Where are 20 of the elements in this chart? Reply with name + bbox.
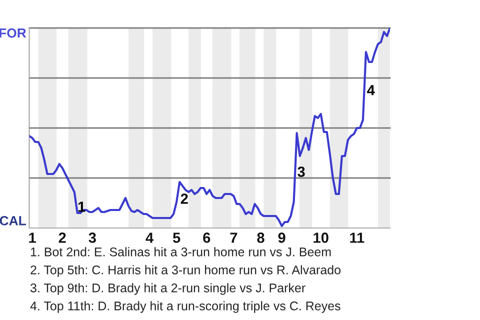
x-tick-label: 5 bbox=[172, 232, 180, 243]
x-tick-label: 8 bbox=[257, 232, 264, 243]
text: 2. Top 5th: C. Harris hit a 3-run home run vs R. Alvarado bbox=[30, 265, 341, 277]
text: 3. Top 9th: D. Brady hit a 2-run single vs J. Parker bbox=[30, 283, 306, 295]
annotation: 3 bbox=[298, 166, 305, 177]
x-tick-label: 6 bbox=[203, 232, 210, 243]
x-tick-label: 9 bbox=[278, 232, 286, 243]
x-tick-label: 1 bbox=[29, 232, 36, 243]
annotation: 2 bbox=[180, 194, 188, 204]
x-tick-label: 4 bbox=[146, 232, 154, 243]
text: CAL bbox=[0, 216, 26, 226]
annotation: 4 bbox=[367, 85, 375, 96]
text: 4. Top 11th: D. Brady hit a run-scoring triple vs C. Reyes bbox=[30, 301, 340, 313]
text: 1. Bot 2nd: E. Salinas hit a 3-run home run vs J. Beem bbox=[30, 247, 331, 256]
x-tick-label: 11 bbox=[350, 232, 364, 243]
x-tick-label: 10 bbox=[314, 232, 328, 243]
x-tick-label: 7 bbox=[230, 232, 238, 243]
x-tick-label: 3 bbox=[88, 232, 96, 243]
x-tick-label: 2 bbox=[58, 232, 66, 243]
annotation: 1 bbox=[78, 202, 86, 212]
